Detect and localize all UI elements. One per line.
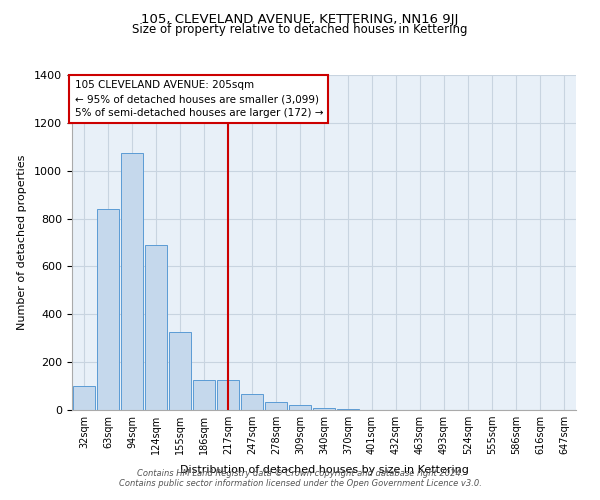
Bar xyxy=(241,394,263,410)
Bar xyxy=(265,402,287,410)
Bar xyxy=(145,245,167,410)
Bar xyxy=(313,408,335,410)
Bar xyxy=(217,380,239,410)
Text: Size of property relative to detached houses in Kettering: Size of property relative to detached ho… xyxy=(132,22,468,36)
Bar xyxy=(97,209,119,410)
Bar xyxy=(289,405,311,410)
Text: 105, CLEVELAND AVENUE, KETTERING, NN16 9JJ: 105, CLEVELAND AVENUE, KETTERING, NN16 9… xyxy=(142,12,458,26)
Bar xyxy=(169,332,191,410)
Bar xyxy=(73,386,95,410)
Text: 105 CLEVELAND AVENUE: 205sqm
← 95% of detached houses are smaller (3,099)
5% of : 105 CLEVELAND AVENUE: 205sqm ← 95% of de… xyxy=(74,80,323,118)
Text: Contains public sector information licensed under the Open Government Licence v3: Contains public sector information licen… xyxy=(119,478,481,488)
Bar xyxy=(193,380,215,410)
Y-axis label: Number of detached properties: Number of detached properties xyxy=(17,155,27,330)
X-axis label: Distribution of detached houses by size in Kettering: Distribution of detached houses by size … xyxy=(179,466,469,475)
Bar xyxy=(337,409,359,410)
Bar xyxy=(121,153,143,410)
Text: Contains HM Land Registry data © Crown copyright and database right 2024.: Contains HM Land Registry data © Crown c… xyxy=(137,468,463,477)
